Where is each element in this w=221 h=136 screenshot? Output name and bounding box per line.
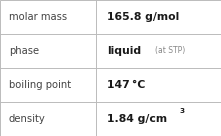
Text: molar mass: molar mass xyxy=(9,12,67,22)
Text: 165.8 g/mol: 165.8 g/mol xyxy=(107,12,179,22)
Text: 1.84 g/cm: 1.84 g/cm xyxy=(107,114,167,124)
Text: 147 °C: 147 °C xyxy=(107,80,146,90)
Text: liquid: liquid xyxy=(107,46,141,56)
Text: 3: 3 xyxy=(179,108,184,114)
Text: phase: phase xyxy=(9,46,39,56)
Text: (at STP): (at STP) xyxy=(155,47,185,55)
Text: density: density xyxy=(9,114,46,124)
Text: boiling point: boiling point xyxy=(9,80,71,90)
